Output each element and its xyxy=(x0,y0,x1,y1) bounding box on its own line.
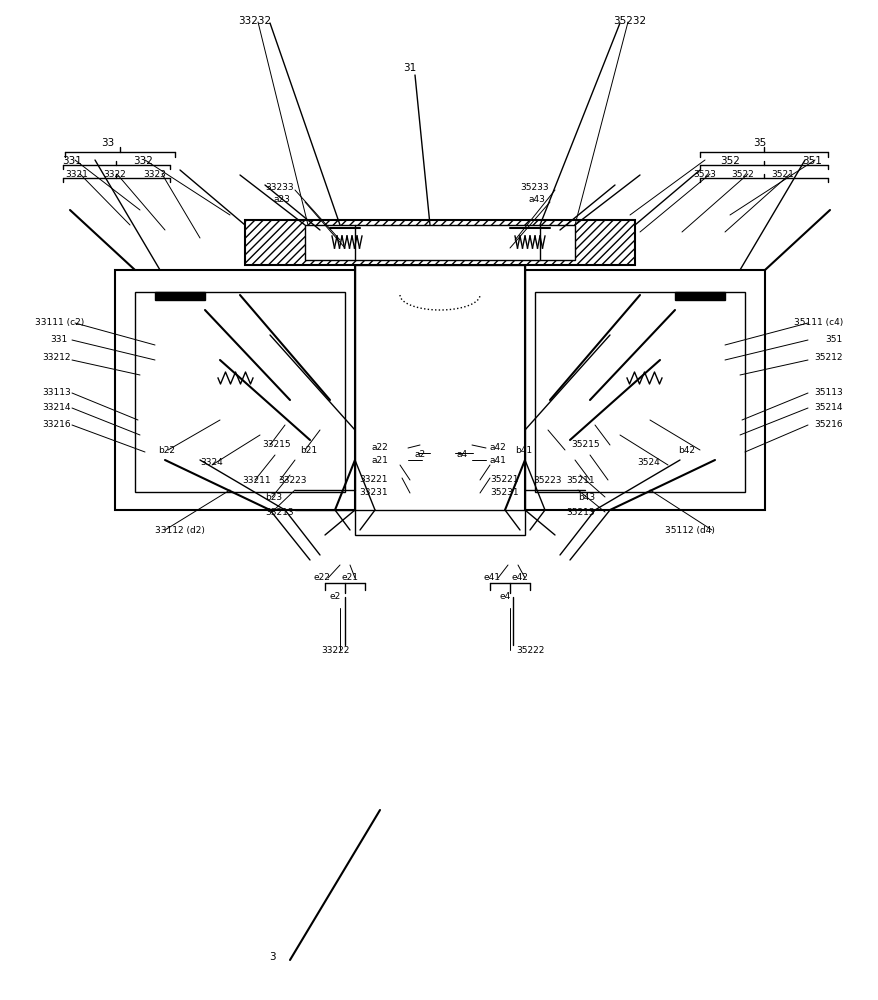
Text: b22: b22 xyxy=(158,446,175,455)
Text: e4: e4 xyxy=(499,592,510,601)
Text: 35215: 35215 xyxy=(571,440,600,449)
Bar xyxy=(535,292,745,492)
Text: 3523: 3523 xyxy=(693,170,716,179)
Text: 35232: 35232 xyxy=(613,16,646,26)
Text: 332: 332 xyxy=(133,156,153,166)
Text: 351: 351 xyxy=(801,156,821,166)
Text: e2: e2 xyxy=(329,592,341,601)
Text: 33221: 33221 xyxy=(359,475,387,484)
Text: 33: 33 xyxy=(101,138,114,148)
Text: 33216: 33216 xyxy=(42,420,70,429)
Text: 33223: 33223 xyxy=(277,476,306,485)
Text: 331: 331 xyxy=(50,335,68,344)
Text: e21: e21 xyxy=(342,573,358,582)
Text: b43: b43 xyxy=(577,493,594,502)
Text: a21: a21 xyxy=(371,456,387,465)
Text: 33111 (c2): 33111 (c2) xyxy=(35,318,84,327)
Text: 35216: 35216 xyxy=(813,420,842,429)
Text: 33213: 33213 xyxy=(264,508,293,517)
Bar xyxy=(135,292,344,492)
Text: 35113: 35113 xyxy=(813,388,842,397)
Text: a42: a42 xyxy=(489,443,507,452)
Text: a2: a2 xyxy=(414,450,426,459)
Text: 351: 351 xyxy=(824,335,842,344)
Bar xyxy=(674,292,724,300)
Circle shape xyxy=(724,366,748,390)
Text: a41: a41 xyxy=(489,456,507,465)
Text: e22: e22 xyxy=(313,573,330,582)
Text: 3521: 3521 xyxy=(771,170,794,179)
Text: 3323: 3323 xyxy=(143,170,166,179)
Circle shape xyxy=(696,374,712,390)
Text: b23: b23 xyxy=(264,493,282,502)
Text: 33211: 33211 xyxy=(241,476,270,485)
Text: e41: e41 xyxy=(483,573,500,582)
Text: b42: b42 xyxy=(677,446,694,455)
Text: a22: a22 xyxy=(371,443,387,452)
Text: a23: a23 xyxy=(273,195,290,204)
Bar xyxy=(245,220,634,265)
Text: 35214: 35214 xyxy=(814,403,842,412)
Circle shape xyxy=(167,374,183,390)
Text: 35222: 35222 xyxy=(515,646,543,655)
Text: b21: b21 xyxy=(299,446,317,455)
Text: 3522: 3522 xyxy=(730,170,753,179)
Text: 3324: 3324 xyxy=(200,458,222,467)
Text: 35112 (d4): 35112 (d4) xyxy=(665,526,714,535)
Text: 33232: 33232 xyxy=(238,16,271,26)
Circle shape xyxy=(255,390,264,400)
Text: 35111 (c4): 35111 (c4) xyxy=(793,318,842,327)
Text: 35211: 35211 xyxy=(565,476,594,485)
Text: a43: a43 xyxy=(528,195,545,204)
Text: 3: 3 xyxy=(269,952,275,962)
Text: 33214: 33214 xyxy=(42,403,70,412)
Text: 3322: 3322 xyxy=(104,170,126,179)
Bar xyxy=(355,265,524,535)
Text: 33215: 33215 xyxy=(262,440,291,449)
Text: 33212: 33212 xyxy=(42,353,70,362)
Circle shape xyxy=(130,366,154,390)
Bar xyxy=(155,292,205,300)
Text: b41: b41 xyxy=(515,446,531,455)
Text: 35223: 35223 xyxy=(533,476,561,485)
Circle shape xyxy=(676,354,732,410)
Text: 3321: 3321 xyxy=(66,170,89,179)
Circle shape xyxy=(615,390,624,400)
Text: 35233: 35233 xyxy=(520,183,549,192)
Text: 35213: 35213 xyxy=(565,508,594,517)
Text: 3524: 3524 xyxy=(637,458,659,467)
Text: 35231: 35231 xyxy=(489,488,518,497)
Circle shape xyxy=(147,354,203,410)
Bar xyxy=(305,225,574,260)
Bar xyxy=(115,270,764,510)
Text: 35: 35 xyxy=(752,138,766,148)
Circle shape xyxy=(143,465,153,475)
Text: a4: a4 xyxy=(457,450,467,459)
Text: 33233: 33233 xyxy=(265,183,294,192)
Text: e42: e42 xyxy=(511,573,528,582)
Text: 33112 (d2): 33112 (d2) xyxy=(155,526,205,535)
Text: 35221: 35221 xyxy=(489,475,518,484)
Text: 35212: 35212 xyxy=(814,353,842,362)
Text: 33113: 33113 xyxy=(42,388,70,397)
Circle shape xyxy=(724,465,734,475)
Text: 331: 331 xyxy=(62,156,82,166)
Text: 31: 31 xyxy=(403,63,416,73)
Text: 352: 352 xyxy=(719,156,739,166)
Text: 33222: 33222 xyxy=(320,646,349,655)
Text: 33231: 33231 xyxy=(359,488,387,497)
